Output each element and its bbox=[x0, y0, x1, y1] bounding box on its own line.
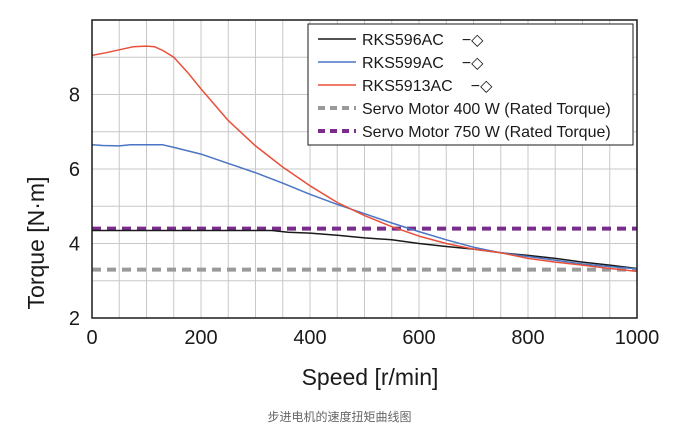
x-tick-label: 800 bbox=[511, 327, 544, 349]
torque-speed-chart: 0 200 400 600 800 1000 2 4 6 8 Speed [r/min] Tor… bbox=[23, 19, 659, 390]
x-tick-label: 200 bbox=[184, 327, 217, 349]
x-tick-label: 400 bbox=[293, 327, 326, 349]
legend-box bbox=[307, 23, 634, 146]
y-tick-label: 2 bbox=[69, 308, 80, 330]
x-tick-label: 0 bbox=[86, 327, 97, 349]
x-tick-label: 1000 bbox=[615, 327, 660, 349]
y-axis-label: Torque [N·m] bbox=[23, 177, 49, 310]
y-tick-label: 4 bbox=[69, 234, 80, 256]
legend-entry-label: RKS596AC bbox=[362, 32, 444, 49]
series-line-rks5913ac bbox=[91, 45, 638, 273]
legend-entry-label: RKS5913AC bbox=[362, 78, 453, 95]
x-tick-labels: 0 200 400 600 800 1000 bbox=[86, 327, 659, 349]
legend: RKS596AC −◇ RKS599AC −◇ RKS5913AC −◇ Servo Mot… bbox=[307, 23, 634, 146]
legend-entry-label: Servo Motor 400 W (Rated Torque) bbox=[362, 101, 611, 118]
y-tick-label: 6 bbox=[69, 159, 80, 181]
x-axis-label: Speed [r/min] bbox=[302, 364, 439, 390]
legend-marker-symbol: −◇ bbox=[471, 78, 493, 95]
legend-marker-symbol: −◇ bbox=[462, 55, 484, 72]
x-tick-label: 600 bbox=[402, 327, 435, 349]
plot-frame bbox=[91, 19, 638, 319]
y-tick-labels: 2 4 6 8 bbox=[69, 85, 80, 331]
y-tick-label: 8 bbox=[69, 85, 80, 107]
legend-marker-symbol: −◇ bbox=[462, 32, 484, 49]
series-line-rks599ac bbox=[91, 144, 638, 270]
figure-caption: 步进电机的速度扭矩曲线图 bbox=[267, 410, 412, 424]
series-layer bbox=[91, 45, 638, 273]
series-line-rks596ac bbox=[92, 229, 638, 270]
legend-entry-label: Servo Motor 750 W (Rated Torque) bbox=[362, 124, 611, 141]
legend-entry-label: RKS599AC bbox=[362, 55, 444, 72]
